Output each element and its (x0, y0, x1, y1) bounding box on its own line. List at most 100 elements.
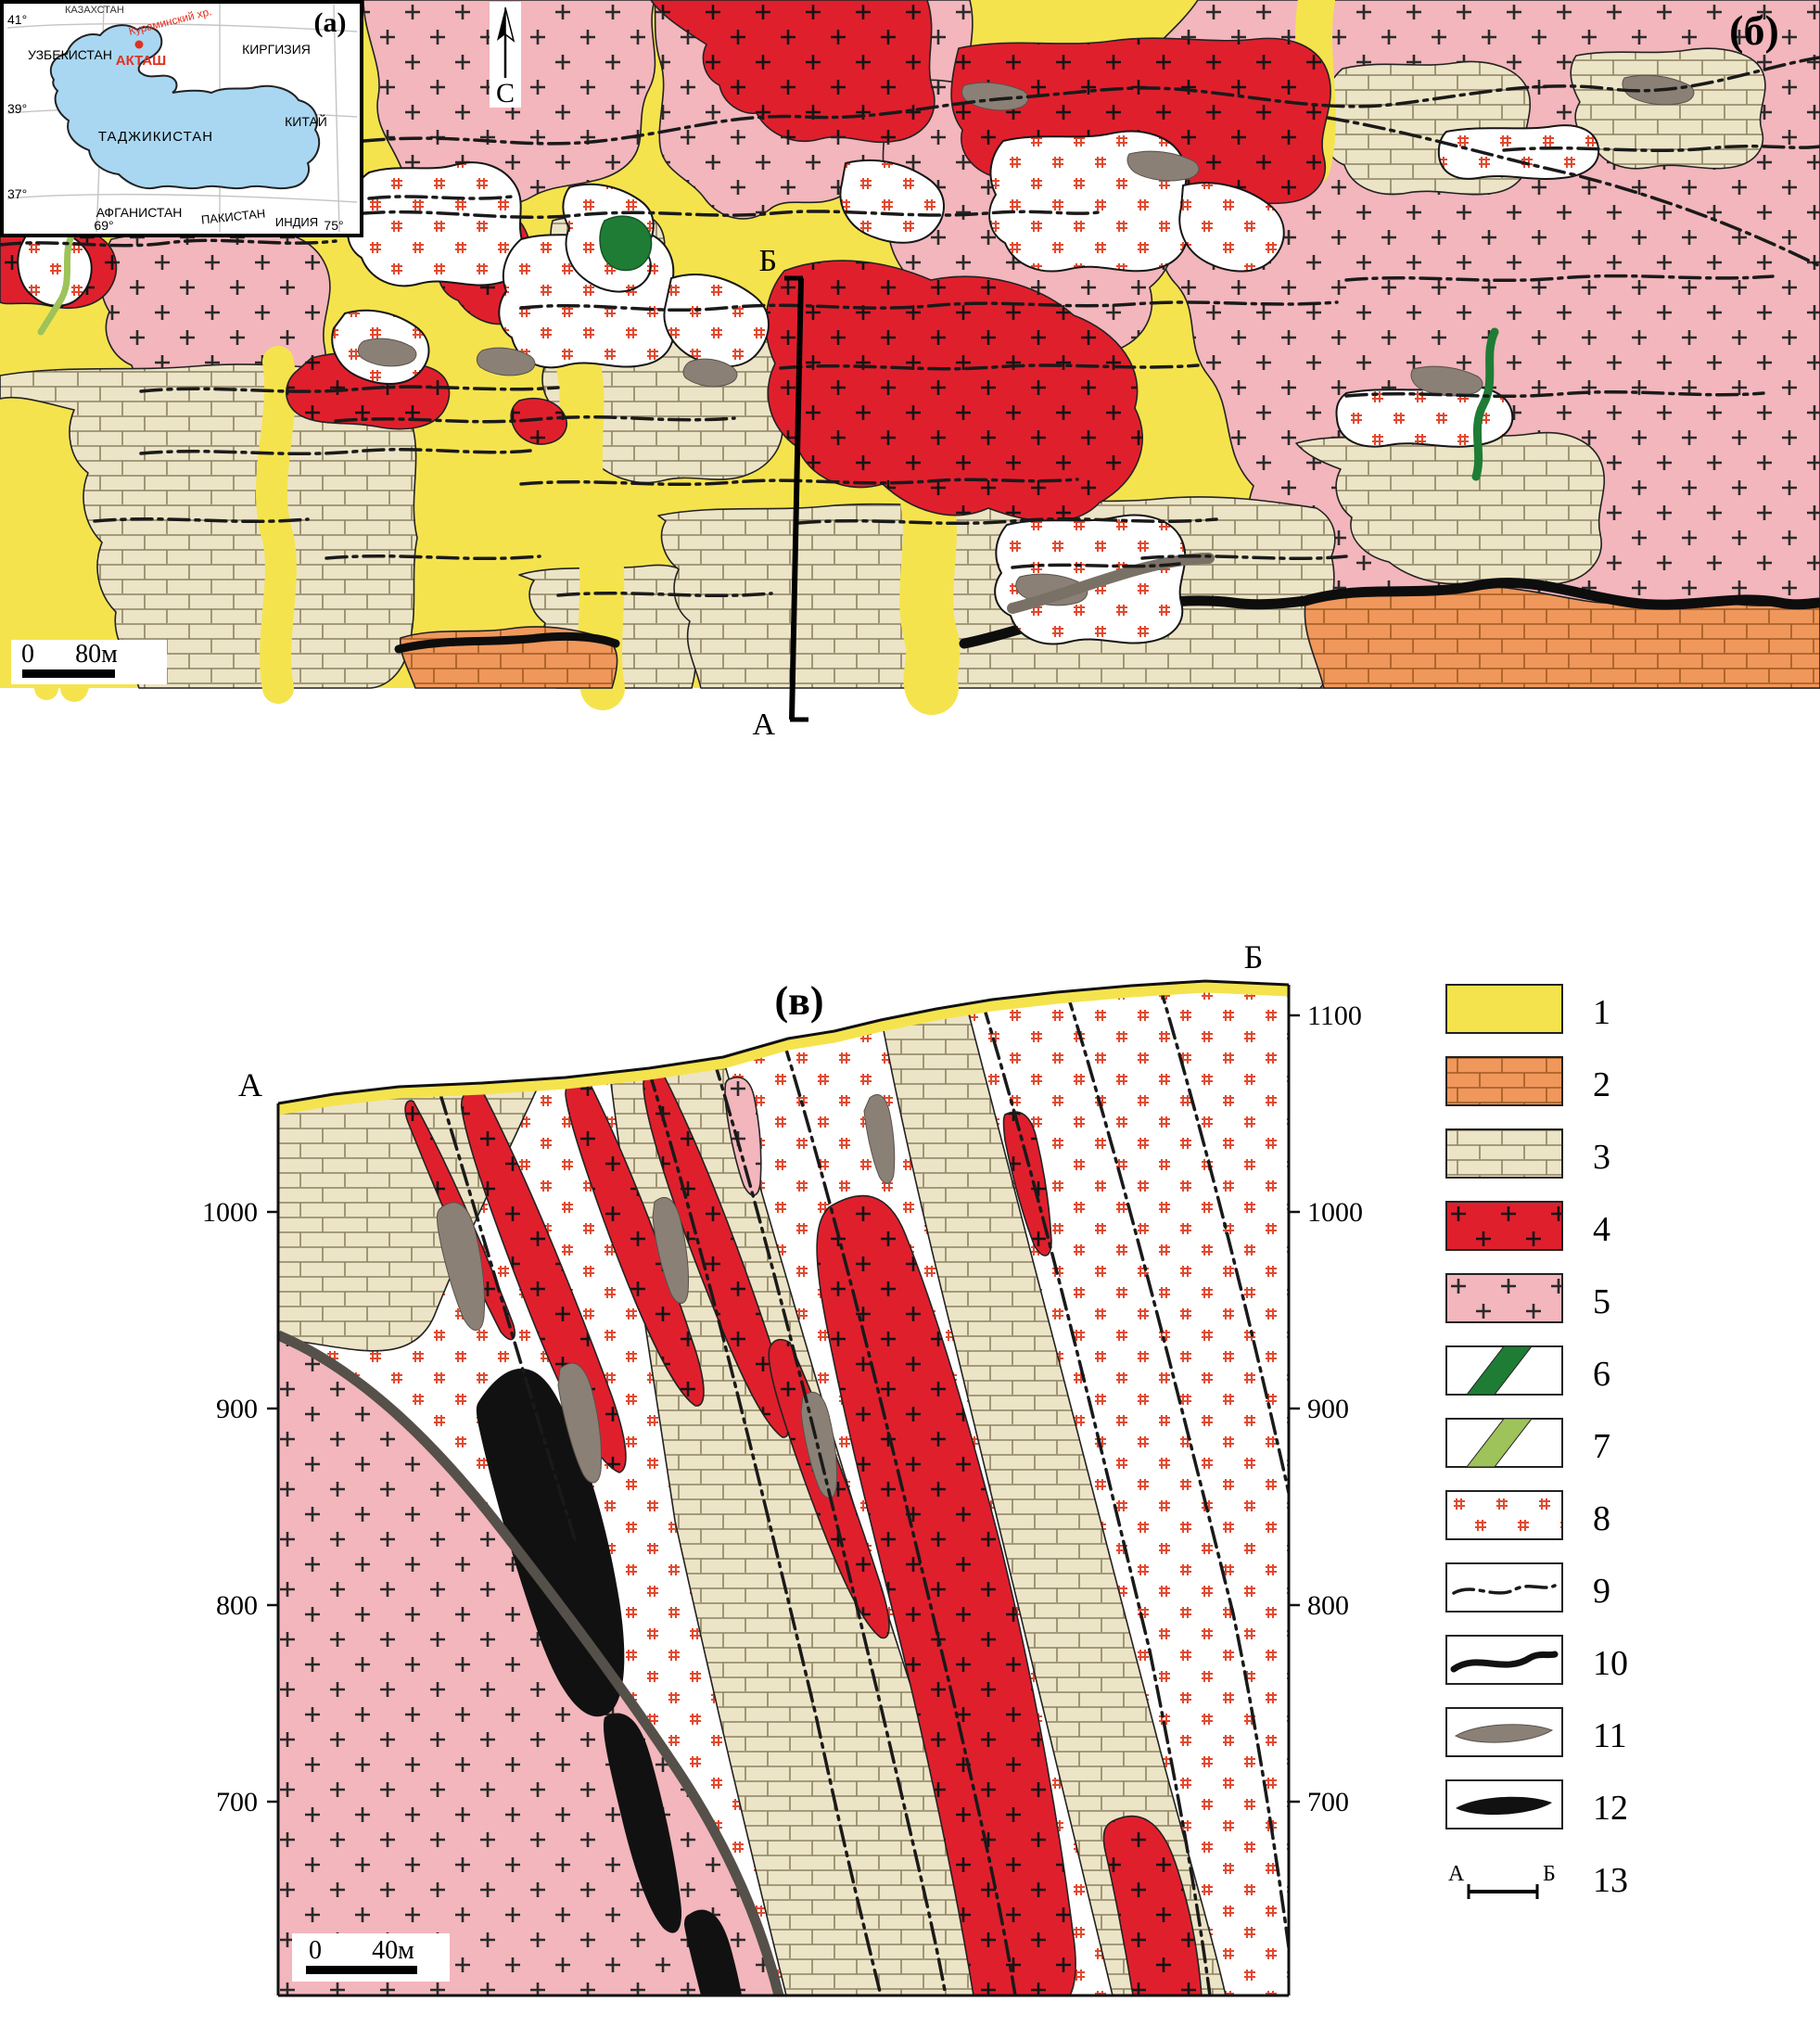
light-green-dike (37, 230, 76, 336)
legend-item-13: А Б 13 (1448, 1861, 1628, 1900)
legend-swatch-red-plus (1445, 1201, 1563, 1251)
section-endpoint-a: А (238, 1066, 262, 1103)
north-label: С (496, 78, 515, 108)
map-scale-zero: 0 (21, 640, 34, 669)
legend-number-13: 13 (1593, 1861, 1628, 1900)
section-scale-zero: 0 (309, 1936, 322, 1965)
map-green-dikes (37, 215, 1499, 481)
country-label-kyrgyzstan: КИРГИЗИЯ (242, 42, 311, 57)
section-beige-right (882, 1010, 1227, 1995)
legend-swatch-red-speckle (1445, 1490, 1563, 1540)
inset-map-panel: КАЗАХСТАН 41° УЗБЕКИСТАН Кураминский хр.… (0, 0, 363, 237)
country-label-china: КИТАЙ (285, 113, 327, 129)
country-label-tajikistan: ТАДЖИКИСТАН (98, 129, 213, 145)
legend-swatch-gray-lens (1454, 1724, 1554, 1743)
elev-left-900: 900 (216, 1394, 258, 1424)
panel-a-label: (а) (314, 7, 347, 38)
legend-swatch-black-lens (1456, 1796, 1552, 1816)
locality-label: АКТАШ (116, 53, 167, 69)
map-gray-band (1007, 553, 1215, 614)
map-scale-bar: 0 80м (11, 640, 167, 684)
legend-number-10: 10 (1593, 1644, 1628, 1683)
legend-swatch-beige-brick (1445, 1128, 1563, 1179)
legend-swatch-orange-brick (1445, 1056, 1563, 1106)
map-orange-areas (399, 585, 1820, 689)
legend-item-4: 4 (1445, 1201, 1610, 1251)
map-section-trace: Б А (752, 244, 808, 742)
cross-section-panel: 1000 900 800 700 1100 1000 900 800 700 А… (202, 938, 1363, 1997)
elev-right-800: 800 (1307, 1590, 1349, 1621)
section-elevation-axis-left: 1000 900 800 700 (202, 1197, 278, 1817)
legend-swatch-light-green-band (1465, 1418, 1534, 1468)
section-trace-label-bottom: А (752, 708, 775, 742)
legend-section-a: А (1448, 1862, 1465, 1886)
legend-number-12: 12 (1593, 1789, 1628, 1828)
legend-item-5: 5 (1445, 1273, 1610, 1323)
lat-41: 41° (7, 12, 27, 27)
elev-right-1100: 1100 (1307, 1001, 1362, 1031)
country-label-kazakhstan: КАЗАХСТАН (65, 5, 124, 16)
map-faults (0, 56, 1820, 598)
locality-dot (134, 40, 144, 49)
elev-right-700: 700 (1307, 1787, 1349, 1817)
elev-right-1000: 1000 (1307, 1197, 1363, 1228)
legend-swatch-dash-dot-line (1452, 1584, 1557, 1595)
panel-b-label: (б) (1729, 6, 1779, 54)
map-gray-lenses (357, 74, 1695, 606)
section-elevation-axis-right: 1100 1000 900 800 700 (1289, 1001, 1363, 1817)
legend-number-7: 7 (1593, 1427, 1610, 1466)
legend-item-10: 10 (1445, 1635, 1628, 1685)
panel-v-label: (в) (774, 978, 823, 1024)
legend-section-b: Б (1543, 1862, 1556, 1886)
lon-75: 75° (324, 218, 343, 233)
legend-number-3: 3 (1593, 1138, 1610, 1177)
legend-number-1: 1 (1593, 993, 1610, 1032)
legend-number-6: 6 (1593, 1355, 1610, 1394)
elev-right-900: 900 (1307, 1394, 1349, 1424)
legend-item-12: 12 (1445, 1779, 1628, 1829)
legend: 1 2 3 4 5 6 7 8 (1445, 984, 1628, 1900)
country-label-india: ИНДИЯ (275, 215, 318, 229)
section-scale-length: 40м (372, 1936, 414, 1965)
section-scale-bar: 0 40м (292, 1933, 450, 1982)
legend-number-5: 5 (1593, 1282, 1610, 1321)
legend-item-6: 6 (1445, 1345, 1610, 1396)
legend-swatch-dark-green-band (1465, 1345, 1534, 1396)
country-label-pakistan: ПАКИСТАН (200, 206, 266, 226)
lon-69: 69° (94, 218, 113, 233)
section-endpoint-b: Б (1244, 938, 1264, 975)
section-trace-label-top: Б (758, 244, 777, 278)
legend-number-11: 11 (1593, 1716, 1627, 1755)
north-arrow: С (490, 2, 521, 108)
legend-item-1: 1 (1445, 984, 1610, 1034)
section-black-bodies (476, 1368, 742, 1995)
elev-left-1000: 1000 (202, 1197, 258, 1228)
cross-section-body (278, 981, 1289, 1995)
section-thick-gray-fault (278, 1330, 784, 1995)
legend-number-9: 9 (1593, 1572, 1610, 1611)
map-scale-length: 80м (75, 640, 118, 669)
country-label-uzbekistan: УЗБЕКИСТАН (28, 47, 112, 62)
legend-swatch-thick-black-line (1450, 1651, 1559, 1673)
lat-37: 37° (7, 186, 27, 201)
legend-item-7: 7 (1445, 1418, 1610, 1468)
legend-number-8: 8 (1593, 1499, 1610, 1538)
legend-swatch-yellow (1445, 984, 1563, 1034)
dark-green-body (599, 215, 653, 272)
section-yellow-cap (278, 981, 1289, 1115)
legend-number-4: 4 (1593, 1210, 1610, 1249)
geologic-map-panel: Б А С 0 80м (б) (0, 0, 1820, 742)
inset-tajikistan-shape (49, 24, 321, 190)
lat-39: 39° (7, 101, 27, 116)
legend-swatch-pink-plus (1445, 1273, 1563, 1323)
legend-item-3: 3 (1445, 1128, 1610, 1179)
legend-item-11: 11 (1445, 1707, 1627, 1757)
dark-green-dike (1471, 327, 1499, 481)
section-faults (439, 981, 1289, 1995)
legend-item-9: 9 (1445, 1562, 1610, 1613)
legend-item-8: 8 (1445, 1490, 1610, 1540)
elev-left-800: 800 (216, 1590, 258, 1621)
section-surface-line (277, 979, 1290, 1105)
country-label-afghanistan: АФГАНИСТАН (96, 205, 183, 220)
